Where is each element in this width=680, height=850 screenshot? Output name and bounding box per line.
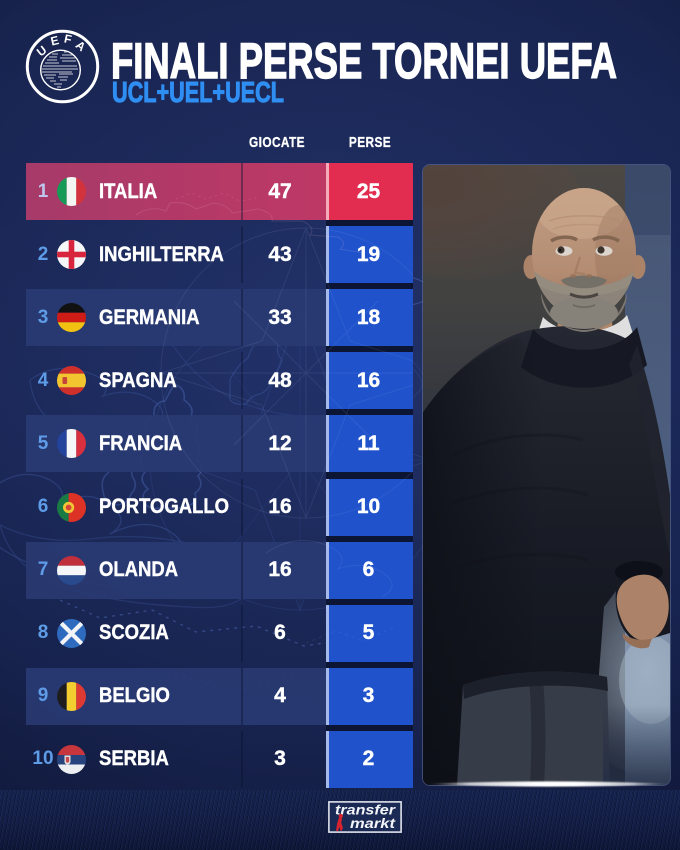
svg-text:E: E: [49, 33, 60, 48]
svg-text:A: A: [73, 38, 89, 55]
svg-text:F: F: [63, 32, 73, 47]
svg-text:markt: markt: [350, 816, 396, 831]
svg-text:transfer: transfer: [335, 803, 396, 818]
svg-text:U: U: [34, 43, 49, 59]
